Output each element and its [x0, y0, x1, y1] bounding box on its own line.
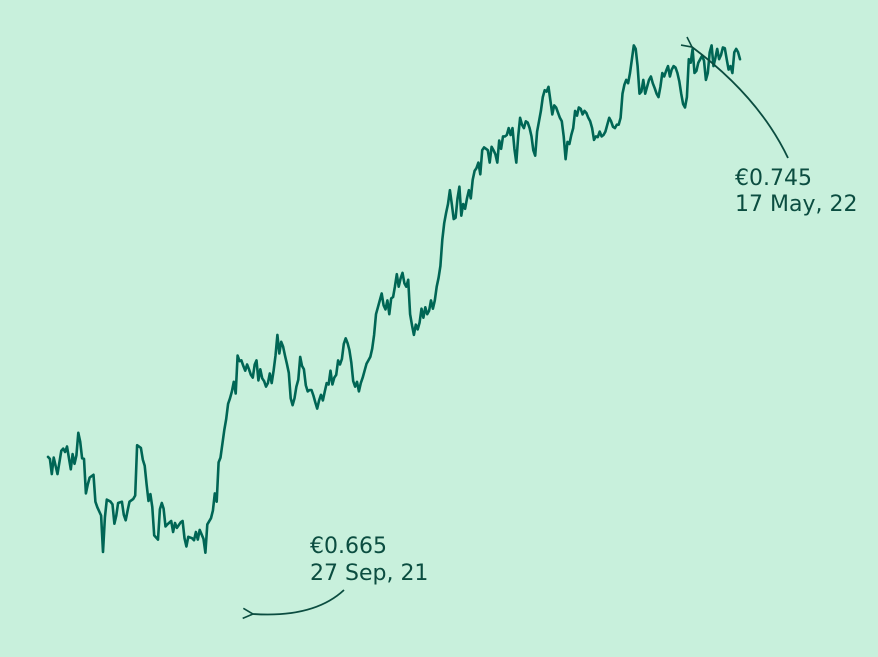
low-annotation-arrow	[253, 589, 345, 615]
high-annotation-price: €0.745	[735, 166, 812, 191]
low-annotation-price: €0.665	[310, 534, 387, 559]
high-annotation-arrow	[692, 47, 789, 159]
price-series-line	[46, 44, 742, 554]
low-annotation-date: 27 Sep, 21	[310, 561, 428, 586]
high-annotation-date: 17 May, 22	[735, 192, 857, 217]
